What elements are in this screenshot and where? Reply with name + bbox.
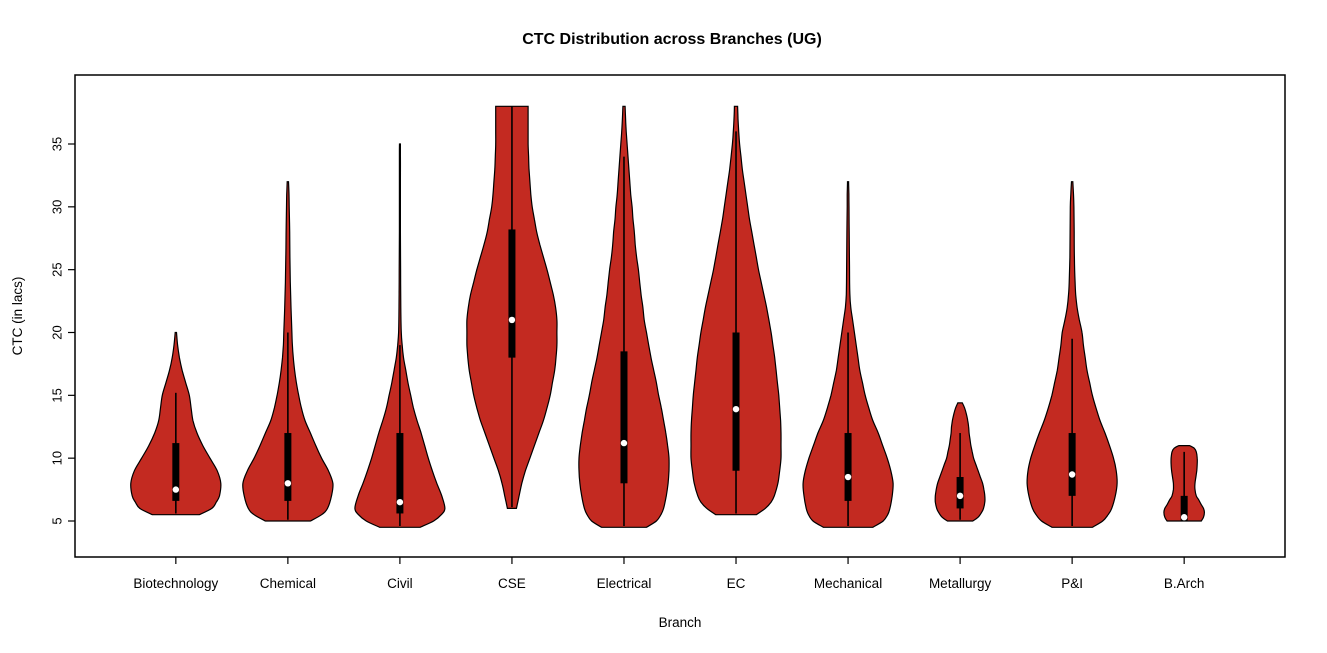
median-dot — [620, 439, 628, 447]
box-stats-layer — [172, 106, 1188, 527]
median-dot — [956, 492, 964, 500]
iqr-box — [1180, 495, 1188, 521]
iqr-box — [1068, 433, 1076, 496]
iqr-box — [284, 433, 292, 501]
chart-title: CTC Distribution across Branches (UG) — [522, 31, 822, 48]
iqr-box — [508, 229, 516, 358]
median-dot — [396, 498, 404, 506]
iqr-box — [732, 332, 740, 471]
y-tick-label: 35 — [49, 137, 64, 151]
x-tick-label: Civil — [387, 576, 413, 591]
violin-civil — [354, 143, 446, 528]
y-tick-label: 30 — [49, 200, 64, 214]
iqr-box — [844, 433, 852, 501]
y-tick-label: 10 — [49, 451, 64, 465]
x-tick-label: CSE — [498, 576, 526, 591]
y-tick-label: 15 — [49, 388, 64, 402]
x-axis-label: Branch — [659, 615, 702, 630]
x-tick-label: Chemical — [260, 576, 316, 591]
median-dot — [508, 316, 516, 324]
median-dot — [1180, 514, 1188, 521]
violins-layer — [130, 105, 1206, 528]
median-dot — [844, 473, 852, 481]
x-tick-label: Biotechnology — [133, 576, 218, 591]
y-tick-label: 5 — [49, 517, 64, 524]
y-axis-label: CTC (in lacs) — [10, 277, 25, 356]
x-tick-label: Metallurgy — [929, 576, 992, 591]
median-dot — [1068, 471, 1076, 478]
median-dot — [172, 486, 180, 493]
x-tick-label: P&I — [1061, 576, 1083, 591]
median-dot — [284, 480, 292, 487]
y-tick-label: 20 — [49, 325, 64, 339]
x-tick-label: Mechanical — [814, 576, 882, 591]
iqr-box — [620, 351, 628, 484]
x-tick-label: EC — [727, 576, 746, 591]
median-dot — [732, 405, 740, 413]
iqr-box — [172, 443, 180, 501]
plot-border — [74, 74, 1286, 558]
x-tick-label: Electrical — [597, 576, 652, 591]
x-tick-label: B.Arch — [1164, 576, 1205, 591]
axes-layer: Biotechnology Chemical Civil CSE Electrical E… — [49, 137, 1204, 591]
iqr-box — [396, 433, 404, 514]
y-tick-label: 25 — [49, 262, 64, 276]
